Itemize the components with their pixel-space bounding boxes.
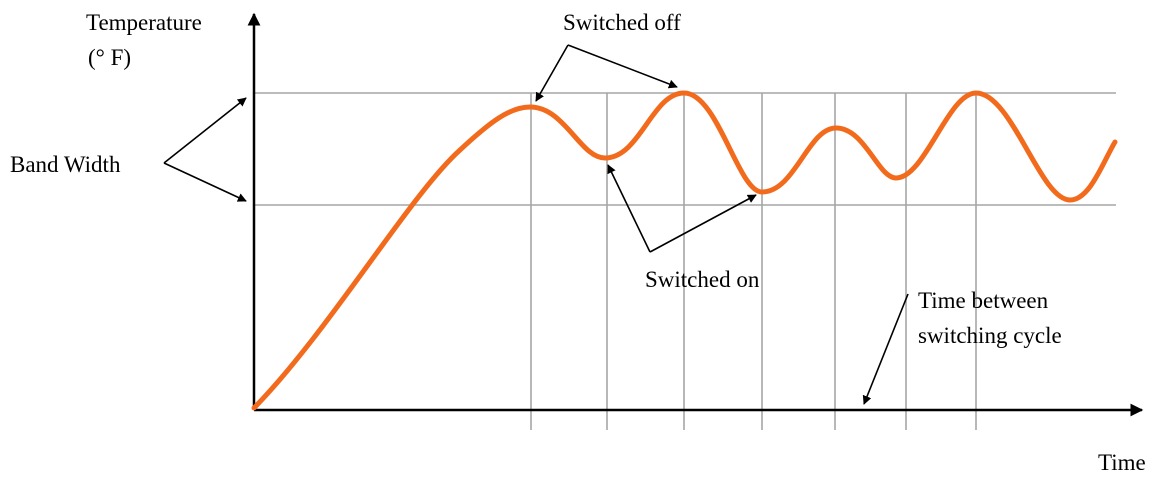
y-axis-unit: (° F) — [88, 45, 131, 70]
switched-on-pointer-second — [649, 194, 757, 253]
cycle-label-line2: switching cycle — [918, 323, 1062, 348]
band-width-label: Band Width — [10, 152, 121, 177]
switched-off-pointer-first — [535, 44, 569, 102]
band-width-pointer-lower — [163, 162, 247, 202]
switching-cycle-lines — [530, 93, 977, 430]
switched-off-pointer-second — [567, 44, 678, 89]
band-width-pointer-upper — [163, 97, 247, 164]
y-axis-label: Temperature — [86, 10, 202, 35]
cycle-label-line1: Time between — [918, 288, 1049, 313]
temperature-curve — [251, 90, 1118, 411]
x-axis-label: Time — [1098, 450, 1146, 475]
cycle-pointer — [862, 293, 909, 405]
switched-on-pointer-first — [607, 164, 651, 253]
switched-off-label: Switched off — [563, 10, 681, 35]
switched-on-label: Switched on — [645, 267, 760, 292]
